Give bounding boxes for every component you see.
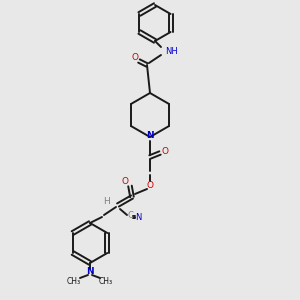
Text: N: N <box>146 131 154 140</box>
Text: C: C <box>127 212 133 220</box>
Text: O: O <box>146 181 154 190</box>
Text: NH: NH <box>165 46 178 56</box>
Text: H: H <box>103 197 110 206</box>
Text: O: O <box>131 52 139 62</box>
Text: N: N <box>86 268 94 277</box>
Text: O: O <box>122 176 128 185</box>
Text: CH₃: CH₃ <box>67 277 81 286</box>
Text: O: O <box>161 146 169 155</box>
Text: N: N <box>135 212 141 221</box>
Text: CH₃: CH₃ <box>99 277 113 286</box>
